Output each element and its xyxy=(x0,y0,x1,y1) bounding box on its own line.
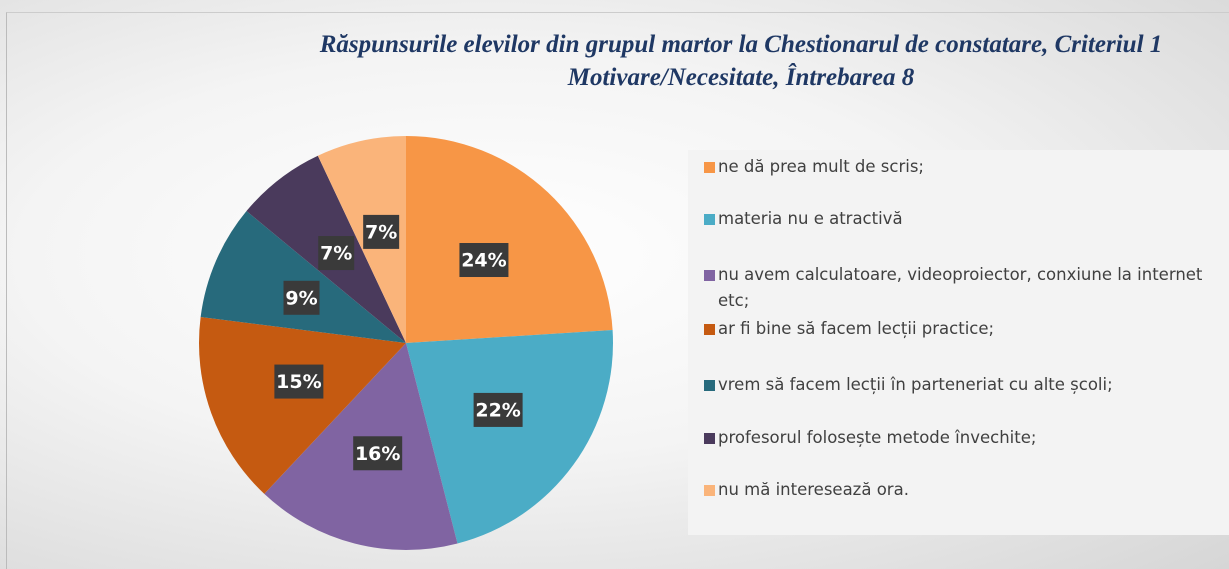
legend-label: materia nu e atractivă xyxy=(718,209,903,228)
data-label-box xyxy=(459,243,509,278)
legend-item: vrem să facem lecții în parteneriat cu a… xyxy=(704,372,1218,398)
legend-swatch xyxy=(704,485,715,496)
data-label: 9% xyxy=(285,287,317,309)
pie-slice xyxy=(199,317,406,494)
pie-slice xyxy=(317,136,406,343)
legend-item: profesorul folosește metode învechite; xyxy=(704,425,1218,451)
legend-swatch xyxy=(704,214,715,225)
data-label: 7% xyxy=(320,243,352,265)
data-label: 22% xyxy=(475,399,520,421)
legend-label: nu mă interesează ora. xyxy=(718,480,909,499)
legend-item: nu mă interesează ora. xyxy=(704,477,1218,503)
data-label-box xyxy=(363,214,400,249)
pie-slice xyxy=(406,330,614,544)
legend-label: ar fi bine să facem lecții practice; xyxy=(718,319,995,338)
data-label: 16% xyxy=(355,443,400,465)
legend-swatch xyxy=(704,162,715,173)
legend-item: nu avem calculatoare, videoproiector, co… xyxy=(704,262,1218,314)
legend-swatch xyxy=(704,270,715,281)
legend-label: vrem să facem lecții în parteneriat cu a… xyxy=(718,375,1113,394)
legend-label: profesorul folosește metode învechite; xyxy=(718,428,1037,447)
legend-item: materia nu e atractivă xyxy=(704,206,1218,232)
legend: ne dă prea mult de scris; materia nu e at… xyxy=(688,150,1229,535)
pie-slice xyxy=(200,211,406,343)
data-label-box xyxy=(318,236,355,271)
data-label-box xyxy=(283,280,320,315)
data-label: 15% xyxy=(276,371,321,393)
legend-swatch xyxy=(704,380,715,391)
data-label: 7% xyxy=(365,221,397,243)
legend-label: ne dă prea mult de scris; xyxy=(718,157,924,176)
data-label-box xyxy=(274,364,324,399)
pie-slice xyxy=(406,136,613,343)
chart-title: Răspunsurile elevilor din grupul martor … xyxy=(319,31,1163,91)
legend-swatch xyxy=(704,433,715,444)
legend-item: ar fi bine să facem lecții practice; xyxy=(704,316,1218,342)
legend-swatch xyxy=(704,324,715,335)
chart-frame xyxy=(6,12,1229,569)
legend-label: nu avem calculatoare, videoproiector, co… xyxy=(718,265,1203,310)
data-label: 24% xyxy=(461,250,506,272)
data-label-box xyxy=(353,436,403,471)
legend-item: ne dă prea mult de scris; xyxy=(704,154,1218,180)
data-label-box xyxy=(473,392,523,427)
